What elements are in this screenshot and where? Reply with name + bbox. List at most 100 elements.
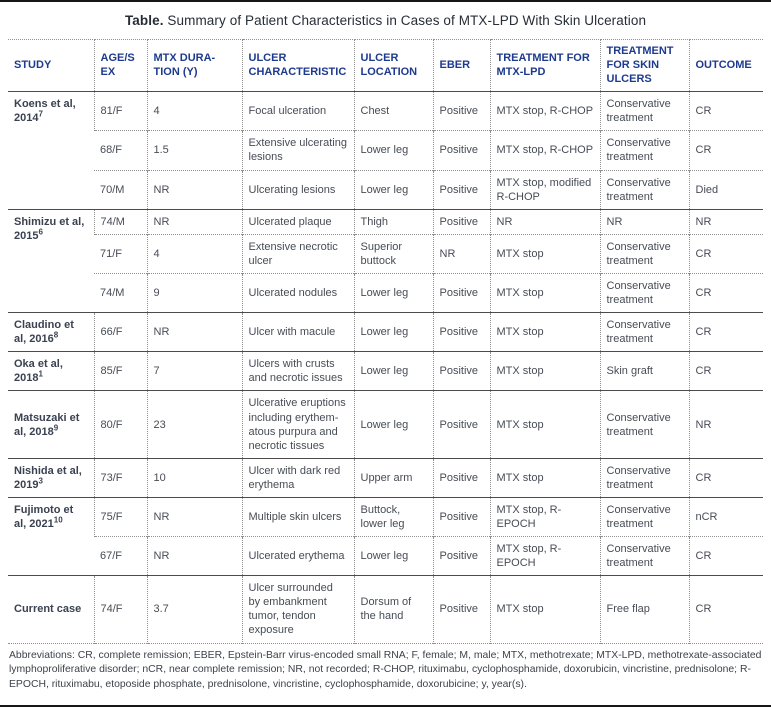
cell-ulcer-location: Dorsum of the hand <box>353 575 433 644</box>
cell-age-sex: 68/F <box>94 130 147 171</box>
cell-mtx-duration: NR <box>146 208 242 235</box>
cell-treatment-skin-ulcers: Conservative treatment <box>599 130 689 171</box>
cell-ulcer-location: Buttock, lower leg <box>353 496 433 537</box>
cell-outcome: NR <box>688 208 763 235</box>
column-header-treatment-mtx-lpd: TREATMENT FOR MTX-LPD <box>489 38 600 93</box>
cell-ulcer-characteristic: Ulcerative eruptions including erythem-a… <box>241 390 354 459</box>
cell-age-sex: 81/F <box>93 91 147 131</box>
cell-ulcer-characteristic: Ulcer surrounded by embankment tumor, te… <box>241 575 354 644</box>
cell-outcome: CR <box>688 351 763 391</box>
study-cell: Shimizu et al, 20156 <box>8 208 94 313</box>
table-title: Table. Summary of Patient Characteristic… <box>8 13 763 28</box>
cell-mtx-duration: 3.7 <box>146 575 242 644</box>
cell-mtx-duration: 7 <box>146 351 242 391</box>
cell-treatment-mtx-lpd: MTX stop, R-CHOP <box>489 130 600 171</box>
cell-treatment-mtx-lpd: MTX stop, R-CHOP <box>489 91 600 131</box>
cell-eber: Positive <box>432 536 490 576</box>
column-header-age-sex: AGE/SEX <box>93 38 147 93</box>
table-row: Matsuzaki et al, 20189 80/F 23 Ulcerative e… <box>8 390 763 459</box>
table-row: Fujimoto et al, 202110 75/F NR Multiple ski… <box>8 496 763 576</box>
cell-age-sex: 67/F <box>94 536 147 576</box>
table-row: 74/M 9 Ulcerated nodules Lower leg Positive M… <box>8 272 763 313</box>
cell-treatment-skin-ulcers: Conservative treatment <box>599 272 689 313</box>
cell-outcome: CR <box>688 575 763 644</box>
cell-age-sex: 73/F <box>93 457 147 498</box>
study-cell: Matsuzaki et al, 20189 <box>8 390 94 459</box>
summary-table: STUDY AGE/SEX MTX DURA-TION (Y) ULCER CHARA… <box>8 38 763 644</box>
reference-superscript: 6 <box>38 227 43 237</box>
cell-ulcer-characteristic: Ulcers with crusts and necrotic issues <box>241 351 354 391</box>
cell-eber: Positive <box>432 130 490 171</box>
table-title-text: Summary of Patient Characteristics in Ca… <box>167 13 647 28</box>
cell-treatment-skin-ulcers: Conservative treatment <box>599 390 689 459</box>
cell-age-sex: 74/M <box>93 208 147 235</box>
study-cell: Claudino et al, 20168 <box>8 312 94 352</box>
cell-mtx-duration: 10 <box>146 457 242 498</box>
cell-treatment-mtx-lpd: MTX stop <box>489 351 600 391</box>
table-row: 68/F 1.5 Extensive ulcerating lesions Lower… <box>8 130 763 171</box>
cell-eber: Positive <box>432 351 490 391</box>
cell-age-sex: 66/F <box>93 312 147 352</box>
cell-age-sex: 70/M <box>94 169 147 210</box>
cell-eber: Positive <box>432 390 490 459</box>
cell-ulcer-location: Thigh <box>353 208 433 235</box>
cell-age-sex: 71/F <box>94 233 147 274</box>
column-header-outcome: OUTCOME <box>688 38 763 93</box>
cell-ulcer-characteristic: Multiple skin ulcers <box>241 496 354 537</box>
table-header: STUDY AGE/SEX MTX DURA-TION (Y) ULCER CHARA… <box>8 38 763 93</box>
reference-superscript: 8 <box>53 330 59 340</box>
table-row: 67/F NR Ulcerated erythema Lower leg Positiv… <box>8 536 763 576</box>
table-row: Nishida et al, 20193 73/F 10 Ulcer with dar… <box>8 457 763 498</box>
cell-mtx-duration: NR <box>146 536 242 576</box>
cell-ulcer-characteristic: Extensive necrotic ulcer <box>241 233 354 274</box>
cell-mtx-duration: 1.5 <box>146 130 242 171</box>
cell-ulcer-location: Lower leg <box>353 312 433 352</box>
cell-mtx-duration: 9 <box>146 272 242 313</box>
study-cell: Nishida et al, 20193 <box>8 457 94 498</box>
cell-age-sex: 75/F <box>93 496 147 537</box>
cell-ulcer-location: Lower leg <box>353 351 433 391</box>
column-header-treatment-skin-ulcers: TREATMENT FOR SKIN ULCERS <box>599 38 689 93</box>
cell-outcome: CR <box>688 233 763 274</box>
cell-eber: NR <box>432 233 490 274</box>
reference-superscript: 3 <box>38 476 43 486</box>
cell-treatment-mtx-lpd: NR <box>489 208 600 235</box>
cell-ulcer-characteristic: Focal ulceration <box>241 91 354 131</box>
table-row: 71/F 4 Extensive necrotic ulcer Superior bu… <box>8 233 763 274</box>
cell-treatment-skin-ulcers: Free flap <box>599 575 689 644</box>
header-row: STUDY AGE/SEX MTX DURA-TION (Y) ULCER CHARA… <box>8 38 763 93</box>
cell-ulcer-characteristic: Ulcer with dark red erythema <box>241 457 354 498</box>
column-header-eber: EBER <box>432 38 490 93</box>
table-body: Koens et al, 20147 81/F 4 Focal ulceration C… <box>8 91 763 644</box>
cell-ulcer-characteristic: Ulcerated plaque <box>241 208 354 235</box>
cell-age-sex: 85/F <box>93 351 147 391</box>
cell-eber: Positive <box>432 169 490 210</box>
table-row: Oka et al, 20181 85/F 7 Ulcers with crusts … <box>8 351 763 391</box>
cell-ulcer-location: Lower leg <box>353 536 433 576</box>
cell-ulcer-location: Lower leg <box>353 130 433 171</box>
cell-eber: Positive <box>432 496 490 537</box>
cell-mtx-duration: 4 <box>146 233 242 274</box>
column-header-ulcer-location: ULCER LOCATION <box>353 38 433 93</box>
table-row: Claudino et al, 20168 66/F NR Ulcer with ma… <box>8 312 763 352</box>
cell-treatment-skin-ulcers: Conservative treatment <box>599 457 689 498</box>
cell-ulcer-characteristic: Ulcerated erythema <box>241 536 354 576</box>
reference-superscript: 7 <box>38 109 43 119</box>
cell-treatment-mtx-lpd: MTX stop, R-EPOCH <box>489 536 600 576</box>
cell-treatment-skin-ulcers: Skin graft <box>599 351 689 391</box>
cell-age-sex: 74/M <box>94 272 147 313</box>
cell-mtx-duration: NR <box>146 169 242 210</box>
cell-mtx-duration: NR <box>146 496 242 537</box>
cell-eber: Positive <box>432 91 490 131</box>
cell-treatment-mtx-lpd: MTX stop <box>489 457 600 498</box>
cell-outcome: nCR <box>688 496 763 537</box>
cell-treatment-mtx-lpd: MTX stop <box>489 575 600 644</box>
cell-treatment-skin-ulcers: Conservative treatment <box>599 312 689 352</box>
cell-ulcer-characteristic: Ulcer with macule <box>241 312 354 352</box>
cell-mtx-duration: 4 <box>146 91 242 131</box>
cell-ulcer-location: Lower leg <box>353 169 433 210</box>
cell-eber: Positive <box>432 575 490 644</box>
cell-eber: Positive <box>432 312 490 352</box>
cell-outcome: Died <box>688 169 763 210</box>
